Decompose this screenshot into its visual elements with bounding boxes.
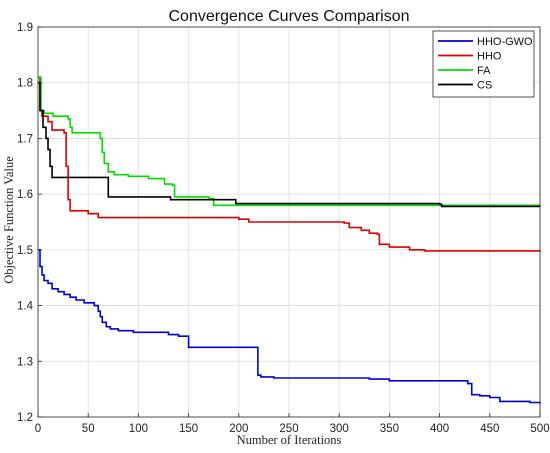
x-tick-label: 100 [129,423,148,435]
y-tick-label: 1.7 [17,133,33,145]
x-tick-label: 0 [35,423,41,435]
x-axis-label: Number of Iterations [237,433,342,447]
y-axis-ticks: 1.2 1.3 1.4 1.5 1.6 1.7 1.8 1.9 [17,22,42,424]
y-tick-label: 1.5 [17,245,33,257]
legend-label-hho-gwo: HHO-GWO [477,36,533,48]
series-line-cs [38,81,540,208]
x-tick-label: 450 [480,423,499,435]
legend-box [432,30,535,98]
x-axis-ticks: 0 50 100 150 200 250 300 350 400 450 500 [35,413,550,435]
y-tick-label: 1.3 [17,356,33,368]
series-layer [38,76,541,404]
x-tick-label: 200 [229,423,248,435]
legend-label-cs: CS [477,80,492,92]
series-line-fa [38,76,541,207]
x-tick-label: 150 [179,423,198,435]
legend-label-hho: HHO [477,51,502,63]
x-tick-label: 350 [380,423,399,435]
y-tick-label: 1.6 [17,189,33,201]
y-tick-label: 1.8 [17,78,33,90]
y-tick-label: 1.2 [17,412,33,424]
legend-label-fa: FA [477,65,491,77]
y-axis-label: Objective Function Value [2,156,16,284]
y-tick-label: 1.9 [17,22,33,34]
chart-title: Convergence Curves Comparison [169,8,410,25]
x-tick-label: 50 [82,423,95,435]
x-tick-label: 500 [530,423,549,435]
series-line-hho-gwo [38,249,541,404]
x-tick-label: 300 [330,423,349,435]
y-tick-label: 1.4 [17,301,34,313]
x-tick-label: 250 [279,423,298,435]
legend: HHO-GWO HHO FA CS [432,30,535,98]
x-tick-label: 400 [430,423,449,435]
series-line-hho [38,76,541,252]
